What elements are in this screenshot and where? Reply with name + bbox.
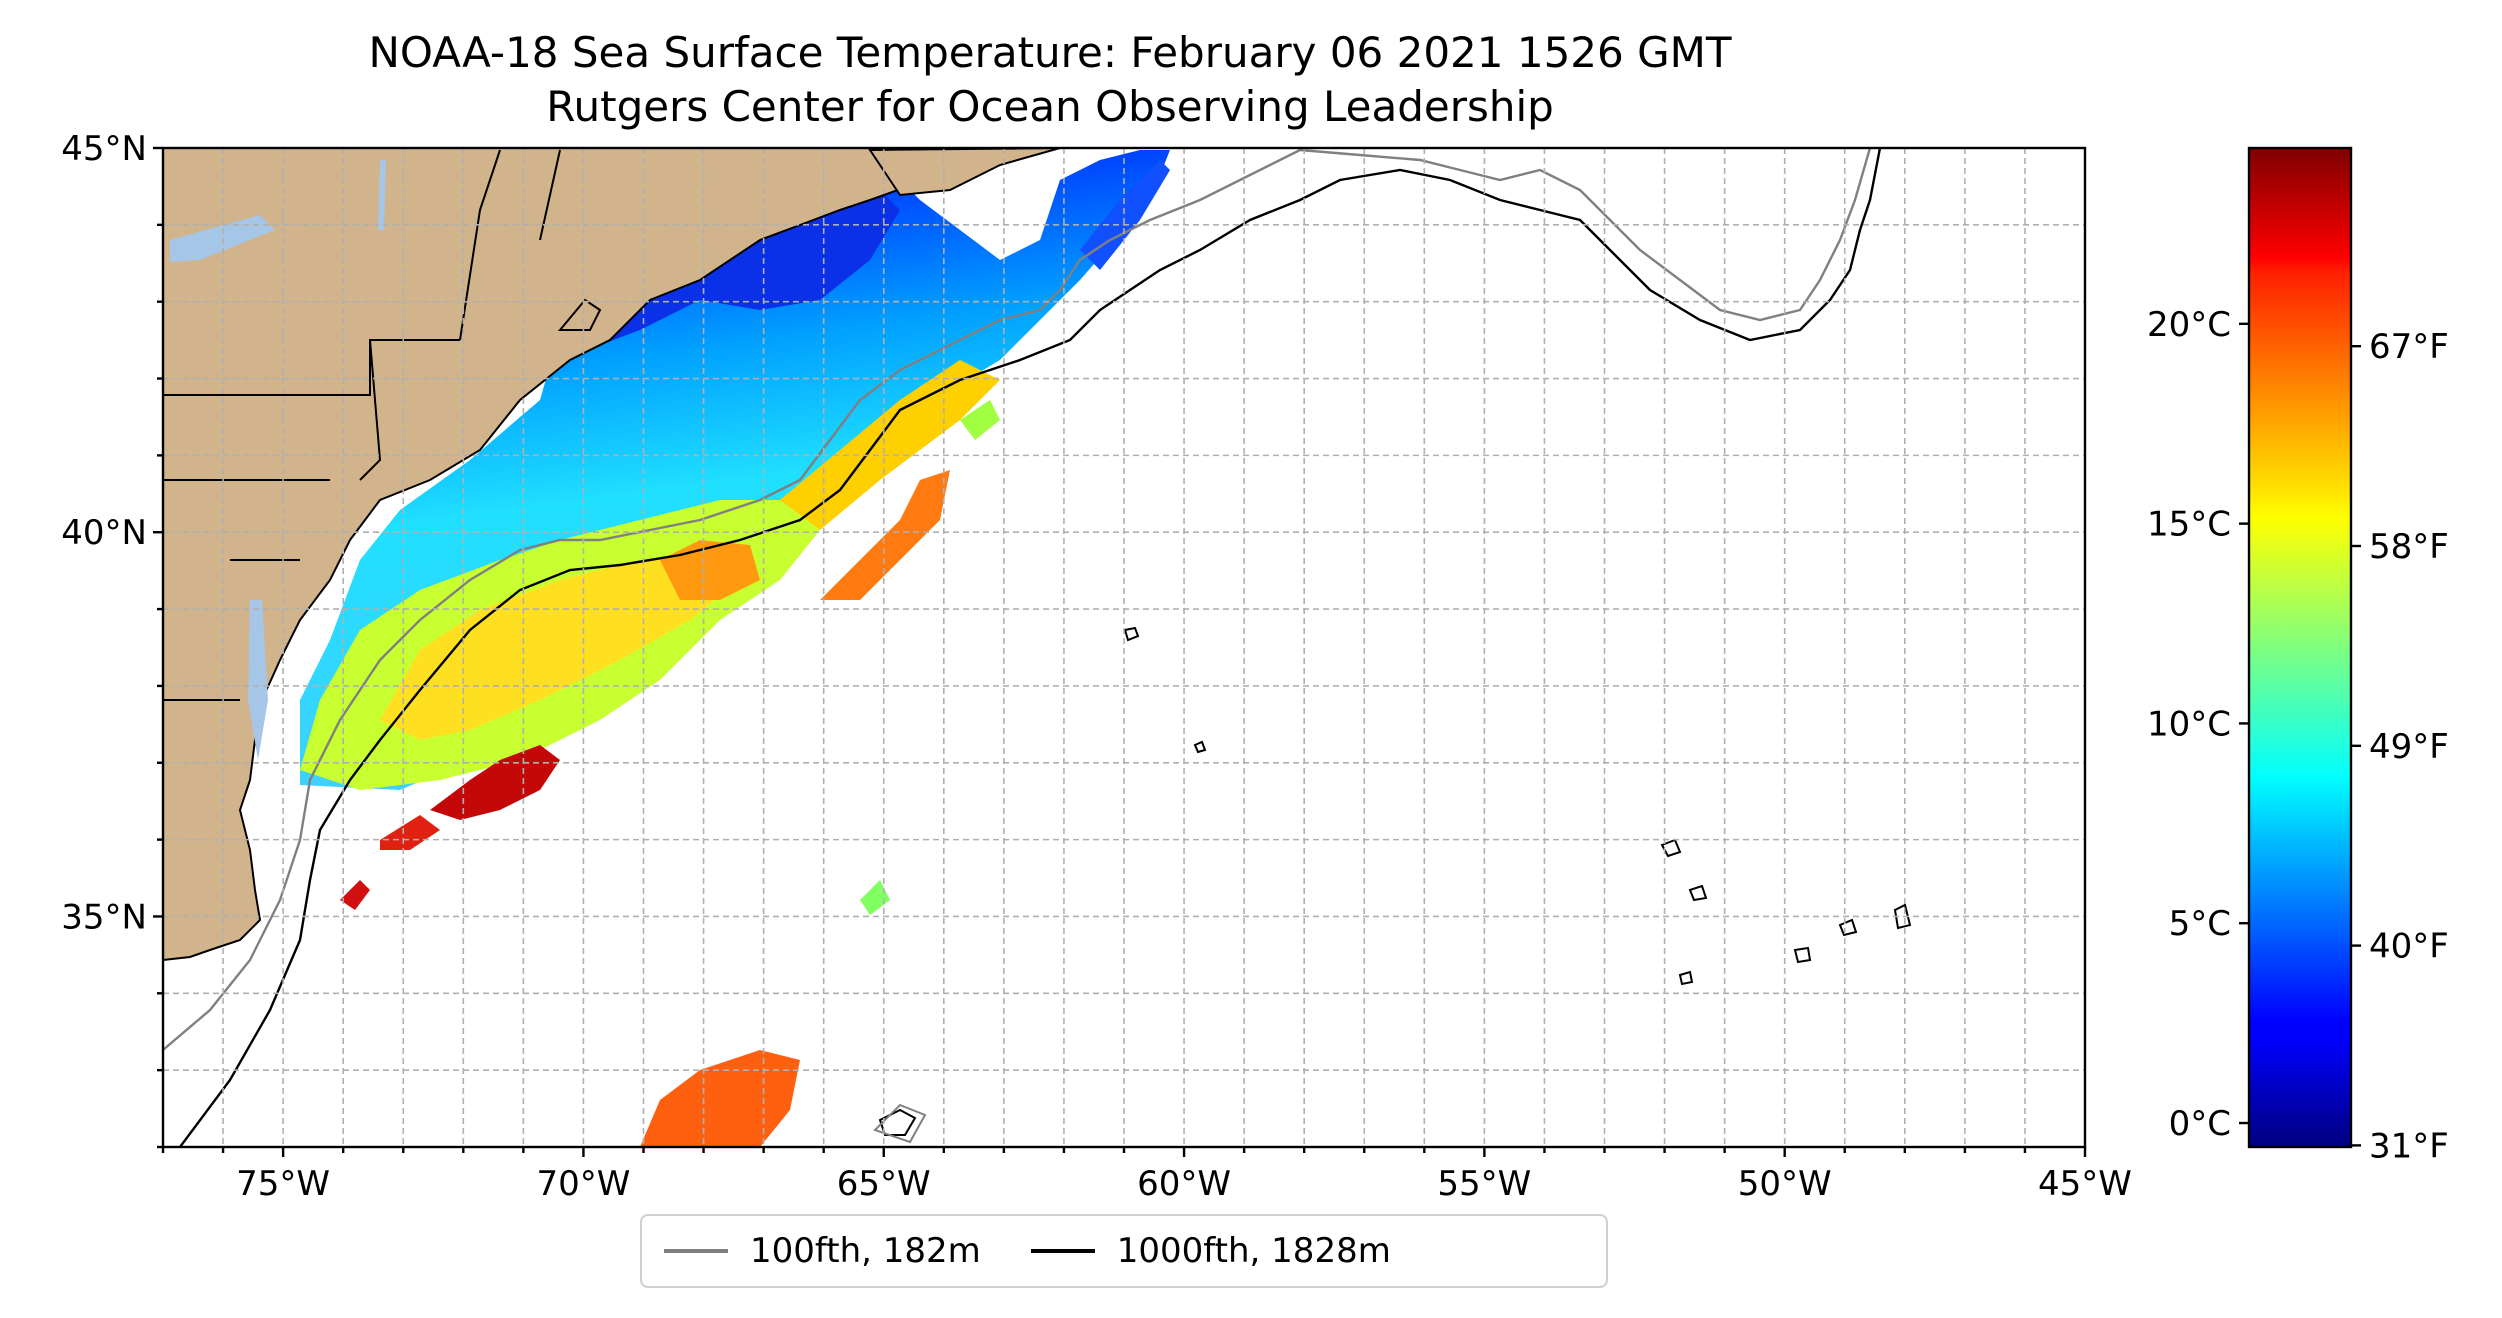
state-borders bbox=[163, 149, 561, 701]
seamount-contour-1 bbox=[1123, 626, 1140, 642]
colorbar-gradient bbox=[2247, 146, 2353, 1149]
axis-labels: 75°W 70°W 65°W 60°W 55°W 50°W 45°W 45°N 40°N 35°N bbox=[61, 129, 2132, 1204]
sst-cold-streaks bbox=[1080, 160, 1170, 270]
seamount-contour-6 bbox=[1793, 946, 1812, 964]
celsius-tick-label: 5°C bbox=[2169, 904, 2231, 944]
land-layer bbox=[163, 148, 1061, 962]
lon-tick-label: 45°W bbox=[2038, 1164, 2132, 1204]
bathymetry-contours bbox=[163, 148, 1912, 1147]
lon-tick-label: 65°W bbox=[837, 1164, 931, 1204]
celsius-tick-label: 15°C bbox=[2147, 505, 2231, 545]
colorbar-labels: 0°C 5°C 10°C 15°C 20°C 31°F 40°F 49°F 58°F 67°F bbox=[2147, 305, 2449, 1167]
contour-1000fth bbox=[179, 148, 1882, 1147]
sst-yellow-core bbox=[380, 560, 740, 740]
fahrenheit-tick-label: 40°F bbox=[2369, 927, 2449, 967]
sst-small-green-2 bbox=[960, 400, 1000, 440]
lat-tick-label: 45°N bbox=[61, 129, 147, 169]
lon-tick-label: 55°W bbox=[1437, 1164, 1531, 1204]
celsius-tick-label: 10°C bbox=[2147, 704, 2231, 744]
lon-tick-label: 60°W bbox=[1137, 1164, 1231, 1204]
fahrenheit-tick-label: 49°F bbox=[2369, 727, 2449, 767]
lake-champlain bbox=[378, 160, 386, 230]
sst-small-green-1 bbox=[860, 880, 890, 915]
colorbar-ticks bbox=[2239, 322, 2361, 1147]
land-north-america bbox=[163, 148, 1001, 962]
title-line-2: Rutgers Center for Ocean Observing Leade… bbox=[546, 82, 1554, 131]
seamount-contour-4 bbox=[1688, 884, 1708, 902]
seamount-contour-8 bbox=[1893, 903, 1912, 930]
contour-100fth bbox=[163, 148, 1872, 1051]
sst-small-red bbox=[340, 880, 370, 910]
sst-gulf-stream-hot-2 bbox=[380, 815, 440, 850]
title-line-1: NOAA-18 Sea Surface Temperature: Februar… bbox=[368, 28, 1732, 77]
lon-tick-label: 50°W bbox=[1738, 1164, 1832, 1204]
seamount-contour-2 bbox=[1193, 740, 1207, 754]
celsius-tick-label: 20°C bbox=[2147, 305, 2231, 345]
sst-gulf-stream-hot bbox=[430, 745, 560, 820]
gridlines bbox=[163, 148, 2085, 1147]
lat-tick-label: 40°N bbox=[61, 513, 147, 553]
seamount-contour-10 bbox=[873, 1103, 927, 1144]
legend-entry-100fth: 100fth, 182m bbox=[664, 1231, 981, 1271]
legend-swatch-100fth bbox=[664, 1249, 728, 1253]
colorbar: 0°C 5°C 10°C 15°C 20°C 31°F 40°F 49°F 58°F 67°F bbox=[2147, 146, 2449, 1167]
sst-slope-edge bbox=[780, 360, 1000, 530]
sst-warm-patch-east bbox=[820, 470, 950, 600]
lon-tick-label: 70°W bbox=[536, 1164, 630, 1204]
legend-label-1000fth: 1000fth, 1828m bbox=[1116, 1231, 1391, 1271]
lon-tick-label: 75°W bbox=[236, 1164, 330, 1204]
legend-label-100fth: 100fth, 182m bbox=[750, 1231, 981, 1271]
celsius-tick-label: 0°C bbox=[2169, 1104, 2231, 1144]
seamount-contour-7 bbox=[1678, 970, 1694, 986]
seamount-contour-3 bbox=[1660, 838, 1682, 858]
fahrenheit-tick-label: 31°F bbox=[2369, 1126, 2449, 1166]
seamount-contour-5 bbox=[1838, 918, 1858, 937]
chart-title: NOAA-18 Sea Surface Temperature: Februar… bbox=[0, 26, 2100, 134]
legend-swatch-1000fth bbox=[1030, 1249, 1095, 1253]
fahrenheit-tick-label: 58°F bbox=[2369, 527, 2449, 567]
axis-ticks bbox=[153, 146, 2087, 1157]
fahrenheit-tick-label: 67°F bbox=[2369, 327, 2449, 367]
sst-warm-patch-south bbox=[640, 1050, 800, 1147]
chesapeake-bay bbox=[248, 600, 268, 760]
land-cape-cod bbox=[557, 298, 602, 331]
legend-entry-1000fth: 1000fth, 1828m bbox=[1030, 1231, 1391, 1271]
lat-tick-label: 35°N bbox=[61, 897, 147, 937]
legend: 100fth, 182m 1000fth, 1828m bbox=[640, 1214, 1608, 1288]
sst-gulf-stream-filament bbox=[660, 540, 760, 600]
